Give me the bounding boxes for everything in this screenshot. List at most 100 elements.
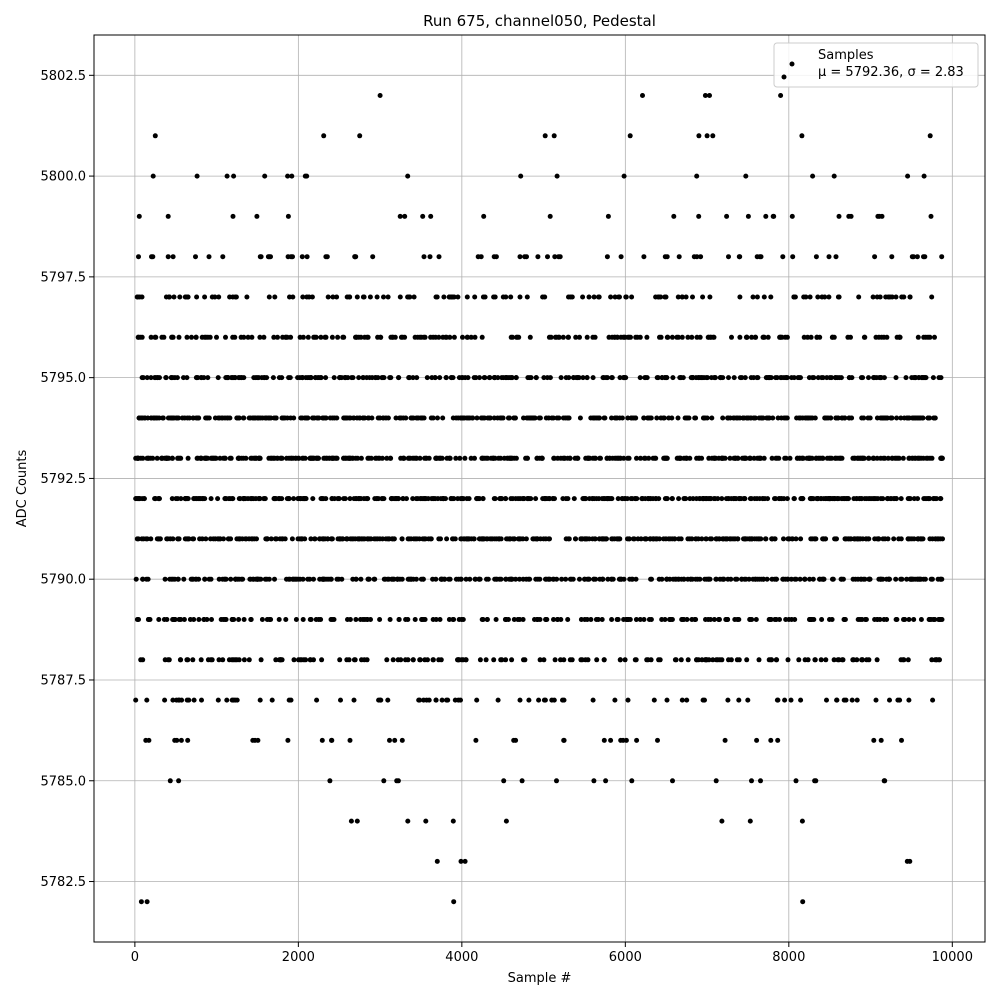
data-point [181,576,187,582]
data-point [854,657,860,663]
data-point [774,455,780,461]
data-point [854,496,860,502]
data-point [137,496,143,502]
data-point [588,617,594,622]
data-point [632,657,638,663]
data-point [808,496,814,502]
data-point [641,415,647,421]
data-point [849,697,855,703]
data-point [153,415,159,421]
data-point [834,375,840,381]
data-point [623,617,629,622]
data-point [184,496,190,502]
data-point [735,415,741,421]
data-point [199,496,205,502]
data-point [458,697,463,703]
data-point [894,415,900,421]
data-point [650,455,656,461]
data-point [833,254,839,260]
plot-frame [93,34,986,943]
data-point [236,657,242,663]
data-point [694,496,699,502]
data-point [750,294,756,300]
data-point [361,657,367,663]
x-tick-label: 8000 [772,950,805,965]
data-point [240,496,246,502]
data-point [554,415,560,421]
data-point [772,617,778,622]
data-point [707,294,713,300]
data-point [246,657,252,663]
data-point [285,737,291,743]
data-point [645,657,651,663]
data-point [874,455,880,461]
data-point [170,697,176,703]
data-point [334,455,340,461]
data-point [148,375,154,381]
data-point [726,375,731,381]
data-point [705,576,711,582]
data-point [283,617,289,622]
data-point [601,737,607,743]
data-point [872,536,878,542]
data-point [199,375,205,381]
data-point [148,334,154,340]
data-point [920,415,926,421]
data-point [271,455,277,461]
data-point [792,576,798,582]
data-point [255,737,261,743]
data-point [727,455,733,461]
data-point [694,254,700,260]
data-point [360,415,366,421]
data-point [224,173,230,179]
data-point [266,294,272,300]
data-point [455,294,461,300]
data-point [656,576,662,582]
data-point [896,334,902,340]
data-point [880,536,886,542]
data-point [293,617,299,622]
data-point [175,536,181,542]
data-point [228,455,234,461]
data-point [915,334,921,340]
legend-marker [781,74,787,80]
data-point [468,455,474,461]
data-point [323,496,329,502]
data-point [457,455,463,461]
data-point [230,375,236,381]
data-point [895,697,901,703]
data-point [303,375,309,381]
data-point [238,334,244,340]
data-point [309,294,315,300]
data-point [697,334,703,340]
data-point [702,93,708,98]
data-point [764,415,770,421]
data-point [517,496,523,502]
data-point [623,294,629,300]
data-point [229,697,235,703]
data-point [330,455,336,461]
data-point [936,536,941,542]
data-point [386,576,392,582]
data-point [249,334,255,340]
data-point [370,254,376,260]
data-point [476,576,482,582]
data-point [565,334,571,340]
data-point [567,657,573,663]
data-point [645,496,651,502]
data-point [560,496,566,502]
data-point [841,697,847,703]
data-point [768,737,774,743]
data-point [212,455,218,461]
data-point [165,213,171,219]
data-point [234,415,240,421]
data-point [334,294,340,300]
data-point [729,334,734,340]
data-point [713,778,719,784]
data-point [446,617,452,622]
data-point [567,576,573,582]
data-point [681,576,687,582]
x-tick-label: 4000 [445,950,478,965]
data-point [136,254,141,260]
data-point [373,455,378,461]
